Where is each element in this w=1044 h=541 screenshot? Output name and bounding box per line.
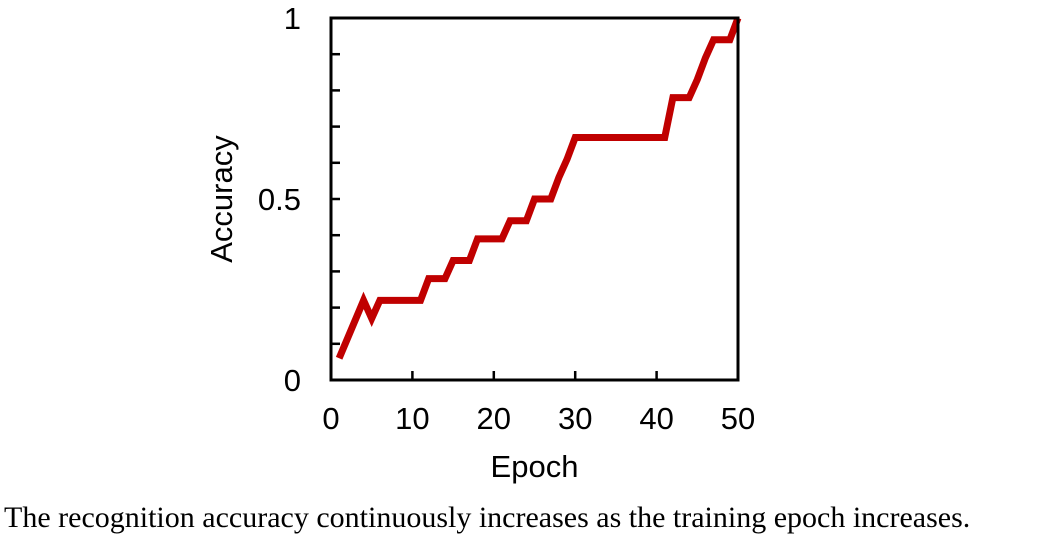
x-tick-label: 20 [477,401,511,436]
chart-container: 0 10 20 30 40 50 0 0.5 1 Epoch Accuracy [204,1,755,484]
x-tick-label: 40 [639,401,673,436]
x-tick-label: 50 [721,401,755,436]
accuracy-chart: 0 10 20 30 40 50 0 0.5 1 Epoch Accuracy [204,1,755,484]
tick-labels-layer: 0 10 20 30 40 50 0 0.5 1 [258,1,755,436]
x-tick-label: 30 [558,401,592,436]
plot-frame [329,16,740,382]
y-tick-label: 1 [284,1,301,36]
series-layer [335,16,742,360]
x-tick-label: 0 [322,401,339,436]
x-axis-title: Epoch [491,449,579,484]
accuracy-series-line [335,16,742,360]
figure-caption: The recognition accuracy continuously in… [4,501,971,534]
y-tick-label: 0.5 [258,182,301,217]
y-axis-title: Accuracy [204,135,239,263]
x-tick-label: 10 [395,401,429,436]
y-tick-label: 0 [284,363,301,398]
